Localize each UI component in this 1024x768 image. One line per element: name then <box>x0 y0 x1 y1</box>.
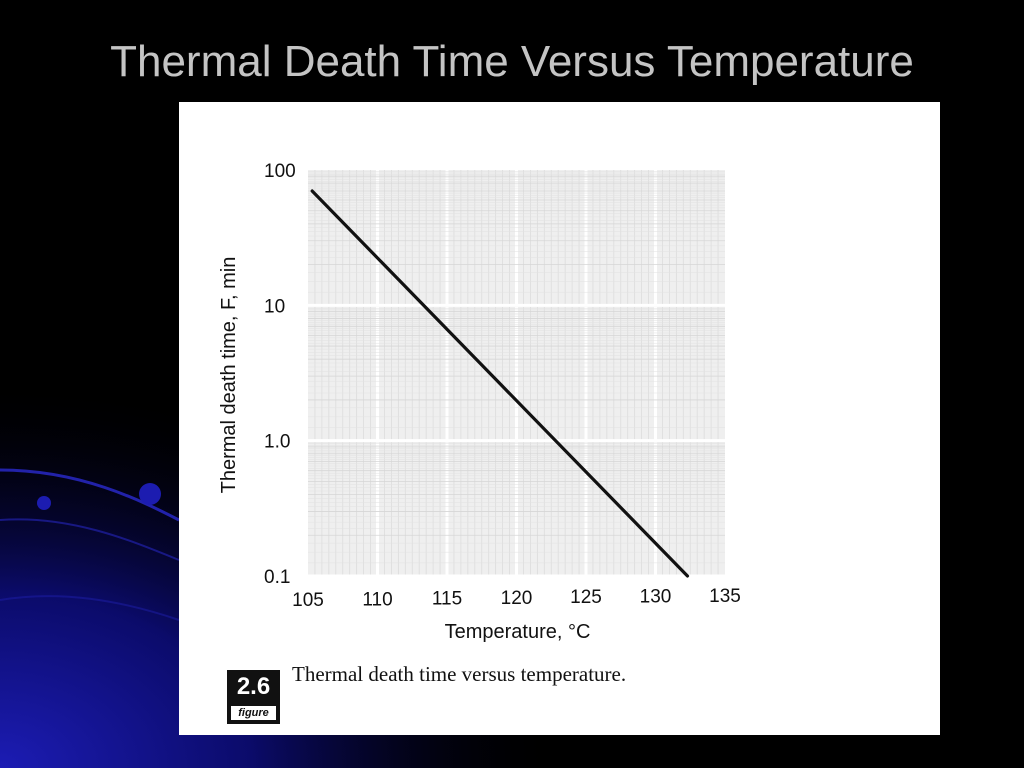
x-tick-label: 120 <box>501 588 533 609</box>
x-axis-label: Temperature, °C <box>445 621 591 643</box>
figure-caption: Thermal death time versus temperature. <box>292 662 627 686</box>
x-tick-label: 135 <box>709 586 741 607</box>
series-line <box>310 189 690 578</box>
y-tick-label: 10 <box>264 296 285 317</box>
y-tick-label: 100 <box>264 161 296 182</box>
y-axis-label: Thermal death time, F, min <box>218 257 240 494</box>
x-tick-label: 130 <box>640 587 672 608</box>
figure-word: figure <box>231 706 276 720</box>
x-tick-label: 125 <box>570 587 602 608</box>
y-tick-label: 0.1 <box>264 567 290 588</box>
x-tick-label: 105 <box>292 590 324 611</box>
figure-panel: 100 10 1.0 0.1 105 110 115 120 125 130 135 Temperat… <box>179 102 940 735</box>
figure-number: 2.6 <box>236 673 271 700</box>
slide-title: Thermal Death Time Versus Temperature <box>110 37 914 86</box>
y-tick-label: 1.0 <box>264 432 290 453</box>
x-tick-label: 110 <box>362 589 392 610</box>
x-tick-label: 115 <box>432 589 462 610</box>
figure-badge: 2.6 figure <box>227 670 280 724</box>
